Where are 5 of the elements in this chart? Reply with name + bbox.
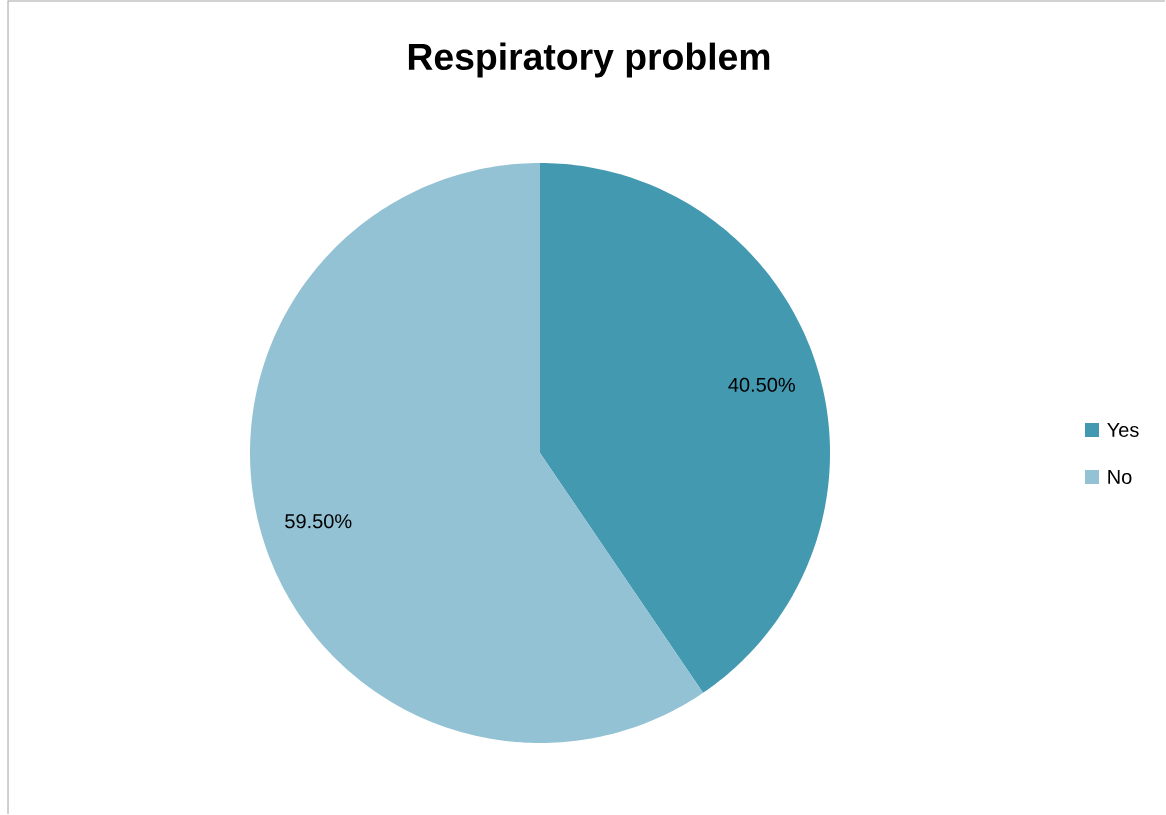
legend-label: No — [1108, 470, 1132, 484]
data-label: 40.50% — [728, 377, 795, 392]
chart-title: Respiratory problem — [408, 42, 770, 78]
data-label: 59.50% — [285, 514, 352, 529]
legend-label: Yes — [1107, 423, 1139, 437]
